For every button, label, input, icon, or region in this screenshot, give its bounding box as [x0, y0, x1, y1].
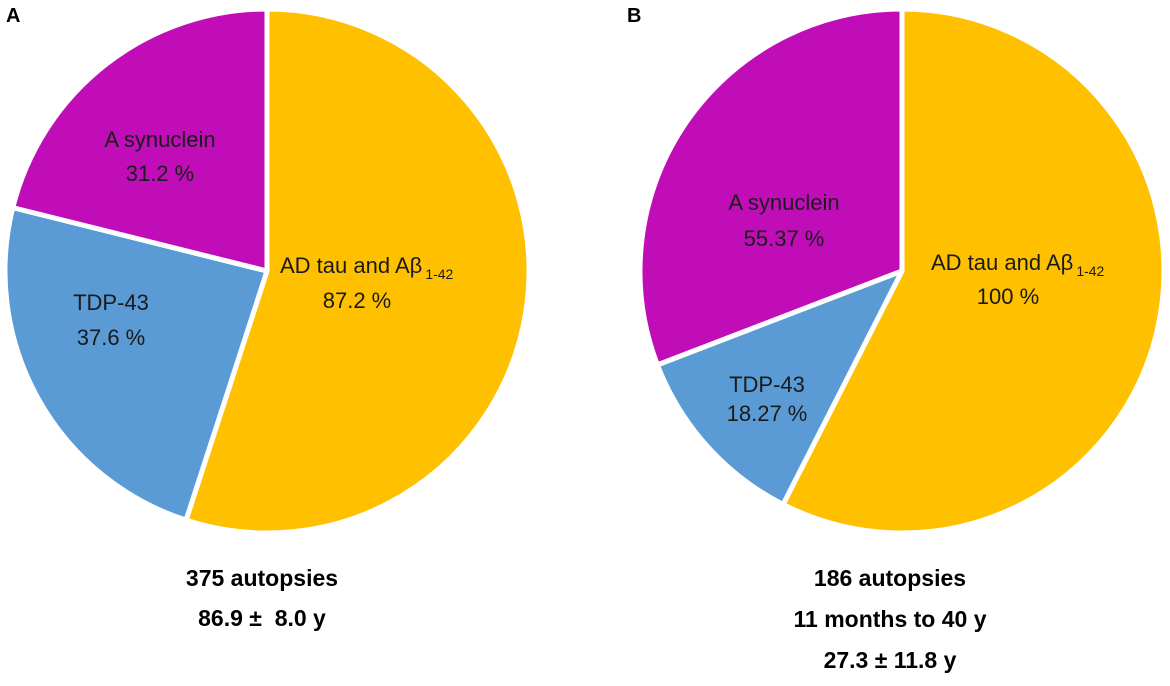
panel-b-synuclein-label: A synuclein	[728, 190, 839, 215]
panel-b-label: B	[627, 5, 641, 27]
panel-a-synuclein-label: A synuclein	[104, 127, 215, 152]
panel-b-synuclein-value: 55.37 %	[744, 226, 825, 251]
panel-a-pie	[2, 6, 532, 536]
panel-a-tdp43-value: 37.6 %	[77, 325, 146, 350]
panel-b-caption-age-range: 11 months to 40 y	[793, 606, 986, 632]
panel-a-synuclein-value: 31.2 %	[126, 161, 195, 186]
panel-a-ad-tau-value: 87.2 %	[323, 288, 392, 313]
panel-a-tdp43-label: TDP-43	[73, 290, 149, 315]
panel-a-label: A	[6, 5, 20, 27]
panel-a-ad-tau-label: AD tau and Aβ 1-42	[280, 253, 454, 282]
panel-b-pie	[637, 6, 1167, 536]
panel-a-slice-tdp43	[2, 205, 270, 523]
panel-a: A AD tau and Aβ 1-42 87.2 % TDP-43 37.6 %…	[2, 5, 532, 631]
panel-a-caption-autopsies: 375 autopsies	[186, 565, 338, 591]
panel-b-slice-synuclein	[637, 6, 905, 368]
panel-b-ad-tau-label: AD tau and Aβ 1-42	[931, 250, 1105, 279]
panel-b-caption-autopsies: 186 autopsies	[814, 565, 966, 591]
panel-b: B AD tau and Aβ 1-42 100 % TDP-43 18.27 %…	[627, 5, 1167, 673]
panel-a-caption-age: 86.9 ± 8.0 y	[198, 605, 326, 631]
panel-b-ad-tau-value: 100 %	[977, 284, 1039, 309]
panel-b-caption-mean-age: 27.3 ± 11.8 y	[824, 647, 957, 673]
panel-a-slice-ad-tau	[183, 6, 532, 536]
panel-a-slice-synuclein	[10, 6, 270, 274]
panel-b-slice-ad-tau	[780, 6, 1167, 536]
panel-b-tdp43-label: TDP-43	[729, 372, 805, 397]
panel-b-tdp43-value: 18.27 %	[727, 401, 808, 426]
panel-b-slice-tdp43	[654, 268, 905, 507]
